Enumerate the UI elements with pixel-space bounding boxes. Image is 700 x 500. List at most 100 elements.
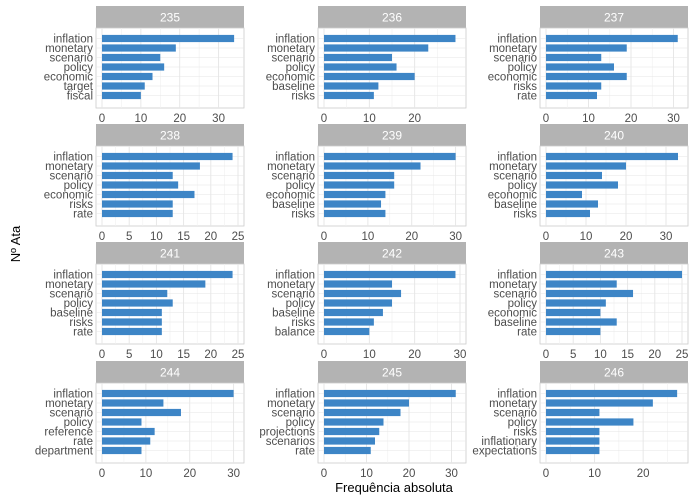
bar-scenario [324,171,395,180]
category-label: inflation [53,270,93,282]
x-tick-label: 10 [150,349,163,361]
x-tick-label: 30 [449,231,462,243]
facet-panel-235: 235 0 10 20 30 inflationmonetaryscenariopolic… [44,6,245,125]
bar-policy [546,63,614,71]
facet-strip-label: 243 [604,247,624,261]
category-label: monetary [489,279,537,291]
bar-rate [546,91,597,100]
x-tick-label: 25 [232,231,245,243]
bar-economic [102,190,195,199]
bar-monetary [324,280,392,288]
x-tick-label: 0 [543,113,549,125]
category-label: scenario [50,53,93,65]
category-label: economic [266,72,315,84]
bar-target [102,82,145,90]
facet-strip [96,124,244,146]
category-label: risks [513,209,537,221]
bar-monetary [324,162,421,170]
category-label: monetary [489,161,537,173]
category-label: fiscal [67,91,93,103]
x-tick-label: 15 [177,349,190,361]
facet-strip [540,361,688,383]
x-tick-label: 25 [676,349,689,361]
category-label: inflation [275,34,315,46]
bar-inflation [102,34,235,43]
bar-policy [102,181,179,189]
category-label: economic [44,72,93,84]
bar-scenario [102,408,181,417]
facet-panel-241: 241 0 5 10 15 20 25 inflationmonetaryscenariopo… [45,242,245,361]
bar-projections [324,427,380,436]
facet-strip [318,124,466,146]
bar-reference [102,427,155,436]
category-label: policy [286,180,316,192]
bar-monetary [546,280,617,288]
bar-policy [546,181,618,189]
bar-economic [324,72,415,81]
category-label: scenario [50,408,93,420]
bar-fiscal [102,91,141,100]
bar-scenario [546,53,602,62]
bar-inflation [546,34,678,43]
x-axis-title: Frequência absoluta [335,480,454,495]
x-tick-label: 10 [361,231,374,243]
facet-panel-237: 237 0 10 20 30 inflationmonetaryscenariopolic… [488,6,689,125]
category-label: monetary [45,279,93,291]
x-tick-label: 10 [594,349,607,361]
facet-strip-label: 237 [604,11,624,25]
x-tick-label: 5 [570,349,576,361]
bar-monetary [102,280,206,288]
x-tick-label: 20 [403,468,416,480]
bar-monetary [546,162,626,170]
x-tick-label: 20 [405,231,418,243]
bar-economic [324,190,386,199]
x-tick-label: 0 [543,231,549,243]
x-tick-label: 20 [204,349,217,361]
category-label: policy [286,298,316,310]
category-label: inflation [497,34,537,46]
x-tick-label: 0 [99,113,105,125]
facet-panel-245: 245 0 10 20 30 inflationmonetaryscenariopolic… [259,361,467,480]
facet-strip-label: 238 [160,129,180,143]
category-label: policy [508,62,538,74]
bar-policy [324,63,397,71]
category-label: rate [517,327,537,339]
x-tick-label: 20 [183,468,196,480]
x-tick-label: 30 [445,468,458,480]
bar-risks [324,209,386,218]
bar-economic [546,308,601,317]
x-tick-label: 10 [139,468,152,480]
x-tick-label: 0 [99,468,105,480]
bar-inflation [324,270,456,279]
facet-panel-239: 239 0 10 20 30 inflationmonetaryscenariopolic… [266,124,467,243]
category-label: economic [488,72,537,84]
category-label: rate [295,446,315,458]
bar-rate [324,446,371,455]
bar-baseline [102,308,162,317]
facet-strip-label: 240 [604,129,624,143]
bar-inflation [546,152,678,161]
x-tick-label: 10 [588,468,601,480]
category-label: scenario [272,408,315,420]
bar-monetary [102,399,164,407]
x-tick-label: 5 [126,231,132,243]
category-label: rate [517,91,537,103]
bar-risks [324,91,374,100]
category-label: monetary [267,398,315,410]
facet-panel-244: 244 0 10 20 30 inflationmonetaryscenariopolic… [35,361,245,480]
x-tick-label: 20 [625,113,638,125]
bar-monetary [324,44,429,52]
bar-expectations [546,446,600,455]
category-label: scenario [494,53,537,65]
category-label: scenario [50,289,93,301]
x-tick-label: 0 [543,349,549,361]
bar-inflation [546,389,678,398]
bar-inflation [102,152,233,161]
facet-panel-246: 246 0 10 20 inflationmonetaryscenariopolicyr… [472,361,689,480]
x-tick-label: 30 [454,349,467,361]
category-label: monetary [267,43,315,55]
category-label: rate [73,327,93,339]
bar-policy [102,299,173,307]
bar-monetary [546,399,653,407]
